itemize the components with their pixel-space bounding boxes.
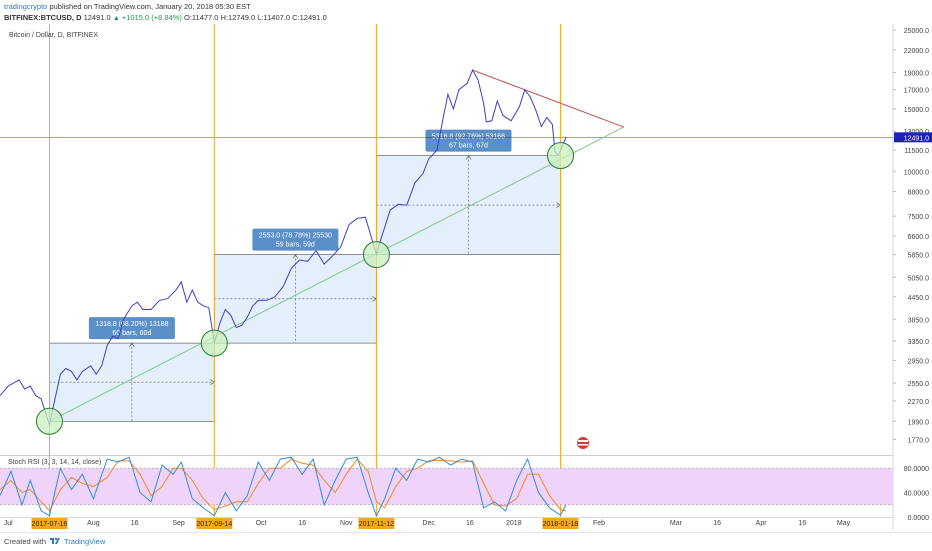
- time-tick-label: 16: [713, 520, 721, 527]
- ohlc-values: O:11477.0 H:12749.0 L:11407.0 C:12491.0: [183, 13, 327, 22]
- support-trendline: [49, 126, 624, 422]
- chart-header: tradingcrypto published on TradingView.c…: [0, 0, 932, 24]
- us-flag-icon: [578, 440, 588, 442]
- price-tick-label: 1770.0: [908, 437, 930, 444]
- publish-line: tradingcrypto published on TradingView.c…: [4, 2, 251, 11]
- price-tick-label: 3850.0: [908, 317, 930, 324]
- resistance-trendline: [472, 69, 624, 128]
- rsi-tick-label: 0.0000: [908, 515, 930, 522]
- rsi-k-line: [0, 456, 567, 518]
- us-flag-icon: [578, 444, 588, 446]
- tradingview-brand-link[interactable]: TradingView: [64, 537, 106, 546]
- date-marker-tag: [358, 518, 395, 529]
- range-sublabel: 60 bars, 60d: [112, 330, 151, 337]
- price-tick-label: 7500.0: [908, 214, 930, 221]
- price-tick-label: 5050.0: [908, 275, 930, 282]
- price-tick-label: 2550.0: [908, 381, 930, 388]
- price-tick-label: 11500.0: [904, 148, 929, 155]
- current-price-tag: [894, 132, 932, 143]
- range-label: 1318.8 (68.20%) 13188: [95, 321, 168, 328]
- symbol-name[interactable]: BITFINEX:BTCUSD, D: [4, 13, 82, 22]
- range-sublabel: 59 bars, 59d: [276, 242, 315, 249]
- date-marker-tag: [542, 518, 579, 529]
- range-arrow-icon: [292, 254, 299, 259]
- time-tick-label: Apr: [756, 520, 768, 527]
- rsi-d-line: [0, 458, 567, 512]
- date-marker-label: 2017-09-14: [196, 521, 232, 528]
- chart-title: Bitcoin / Dollar, D, BITFINEX: [9, 32, 98, 39]
- rsi-tick-label: 80.0000: [904, 466, 929, 473]
- rsi-band: [0, 468, 893, 505]
- price-tick-label: 25000.0: [904, 28, 929, 35]
- range-label-box: [252, 228, 339, 251]
- price-line: [0, 68, 567, 427]
- price-tick-label: 17000.0: [904, 88, 929, 95]
- time-tick-label: Sep: [172, 520, 185, 527]
- rsi-title: Stoch RSI (3, 3, 14, 14, close): [8, 459, 101, 466]
- price-tick-label: 2950.0: [908, 358, 930, 365]
- date-marker-tag: [31, 518, 68, 529]
- price-tick-label: 2270.0: [908, 399, 930, 406]
- time-tick-label: Mar: [670, 520, 683, 527]
- time-tick-label: 16: [466, 520, 474, 527]
- time-tick-label: Jul: [4, 520, 13, 527]
- date-marker-label: 2017-11-12: [359, 521, 394, 528]
- time-tick-label: Aug: [87, 520, 100, 527]
- range-arrow-icon: [129, 342, 135, 348]
- time-tick-label: 16: [298, 520, 306, 527]
- price-tick-label: 3350.0: [908, 339, 930, 346]
- touch-point-circle: [35, 407, 63, 435]
- price-tick-label: 6600.0: [908, 234, 930, 241]
- range-label-box: [88, 317, 175, 340]
- date-marker-label: 2017-07-16: [32, 521, 68, 528]
- price-tick-label: 1990.0: [908, 419, 930, 426]
- author-link[interactable]: tradingcrypto: [4, 2, 48, 11]
- price-tick-label: 4450.0: [908, 295, 930, 302]
- rsi-tick-label: 40.0000: [904, 491, 929, 498]
- price-tick-label: 15000.0: [904, 107, 929, 114]
- date-marker-tag: [196, 518, 233, 529]
- price-tick-label: 8800.0: [908, 189, 930, 196]
- time-tick-label: 2018: [506, 520, 522, 527]
- created-with-label: Created with: [4, 537, 47, 546]
- range-sublabel: 67 bars, 67d: [449, 143, 488, 150]
- time-tick-label: 16: [131, 520, 139, 527]
- date-marker-label: 2018-01-18: [543, 521, 579, 528]
- symbol-line: BITFINEX:BTCUSD, D 12491.0 ▲ +1015.0 (+8…: [4, 13, 327, 22]
- range-label-box: [425, 129, 512, 152]
- current-price-label: 12491.0: [904, 135, 929, 142]
- touch-point-circle: [200, 329, 228, 357]
- up-arrow-icon: ▲: [112, 15, 120, 22]
- last-price: 12491.0: [83, 13, 111, 22]
- price-tick-label: 5850.0: [908, 253, 930, 260]
- price-change: +1015.0 (+8.84%): [121, 13, 182, 22]
- tradingview-logo-icon: [50, 537, 60, 544]
- time-tick-label: Dec: [422, 520, 435, 527]
- price-tick-label: 10000.0: [904, 170, 929, 177]
- time-tick-label: Oct: [256, 520, 267, 527]
- time-tick-label: 16: [798, 520, 806, 527]
- time-tick-label: Nov: [340, 520, 353, 527]
- touch-point-circle: [362, 241, 390, 269]
- price-tick-label: 22000.0: [904, 48, 929, 55]
- footer-bar: Created with TradingView: [0, 532, 932, 551]
- touch-point-circle: [547, 142, 575, 170]
- time-tick-label: Feb: [593, 520, 605, 527]
- price-tick-label: 19000.0: [904, 70, 929, 77]
- us-flag-icon: [577, 437, 589, 449]
- range-arrow-icon: [465, 155, 472, 160]
- published-text: published on TradingView.com, January 20…: [49, 2, 251, 11]
- time-tick-label: May: [837, 520, 851, 527]
- range-label: 2553.0 (78.78%) 25530: [259, 233, 332, 240]
